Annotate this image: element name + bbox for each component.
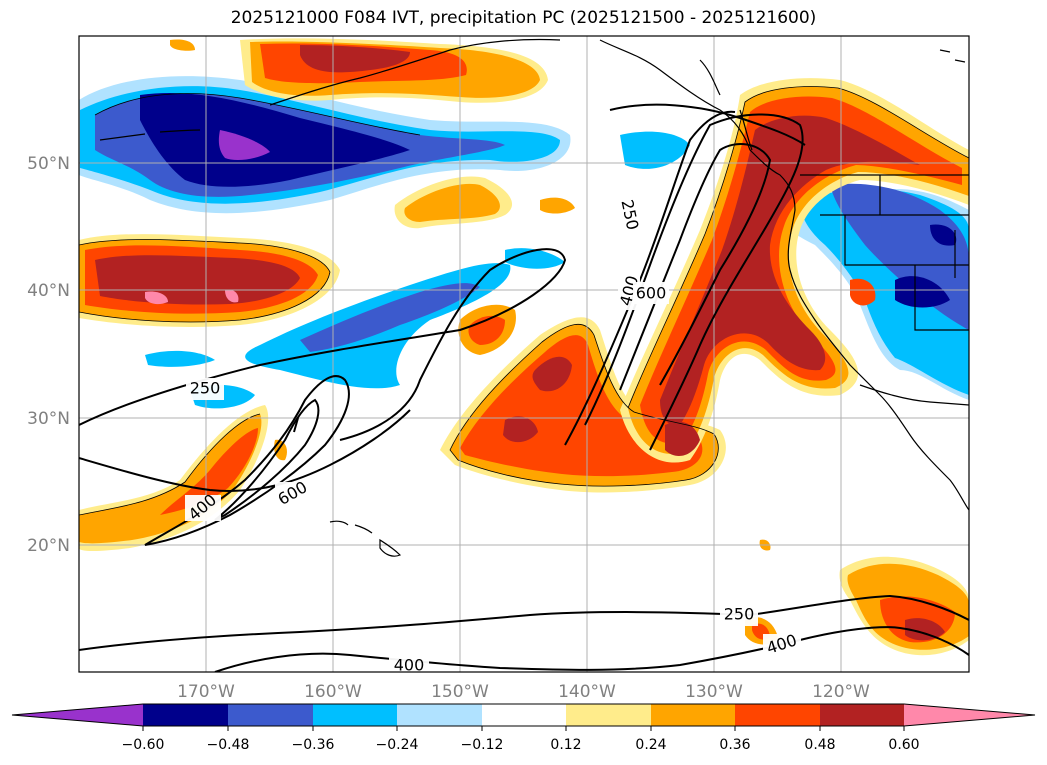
lon-tick-labels: 170°W 160°W 150°W 140°W 130°W 120°W (177, 682, 870, 702)
ivt-label: 250 (724, 605, 755, 624)
colorbar-swatch (735, 704, 820, 726)
colorbar-extend-low (12, 704, 143, 726)
ivt-label: 400 (394, 656, 425, 675)
map-frame (78, 35, 970, 673)
lon-tick: 170°W (177, 682, 235, 702)
lat-tick-labels: 50°N 40°N 30°N 20°N (27, 154, 70, 556)
ivt-label: 600 (636, 284, 667, 303)
map-gridlines (79, 36, 969, 672)
colorbar-swatch (143, 704, 228, 726)
lat-tick: 30°N (27, 409, 70, 429)
lon-tick: 150°W (431, 682, 489, 702)
ivt-contours (79, 103, 969, 672)
ivt-label: 250 (190, 379, 221, 398)
colorbar-tick-label: 0.12 (550, 737, 581, 753)
colorbar-swatch (651, 704, 735, 726)
ivt-contour-labels: 250 400 600 250 400 600 250 400 400 (185, 195, 801, 675)
colorbar: −0.60 −0.48 −0.36 −0.24 −0.12 0.12 0.24 … (11, 703, 1036, 753)
lat-tick: 50°N (27, 154, 70, 174)
colorbar-tick-label: 0.24 (635, 737, 666, 753)
colorbar-tick-label: −0.48 (207, 737, 250, 753)
colorbar-extend-high (904, 704, 1035, 726)
positive-pc-fill (79, 38, 969, 656)
lat-tick: 40°N (27, 281, 70, 301)
lon-tick: 120°W (812, 682, 870, 702)
colorbar-swatch (228, 704, 313, 726)
lon-tick: 140°W (558, 682, 616, 702)
lon-tick: 130°W (685, 682, 743, 702)
lat-tick: 20°N (27, 536, 70, 556)
colorbar-tick-label: 0.36 (719, 737, 750, 753)
colorbar-tick-label: 0.48 (804, 737, 835, 753)
map-panel: 250 400 600 250 400 600 250 400 400 (79, 36, 969, 675)
coastlines (99, 38, 969, 557)
colorbar-swatch (397, 704, 482, 726)
colorbar-tick-label: −0.36 (292, 737, 335, 753)
colorbar-tick-label: −0.12 (461, 737, 504, 753)
colorbar-swatch (566, 704, 651, 726)
colorbar-swatch (313, 704, 397, 726)
colorbar-swatch (820, 704, 904, 726)
colorbar-tick-label: 0.60 (888, 737, 919, 753)
colorbar-tick-label: −0.60 (122, 737, 165, 753)
pc-outline-contours (79, 86, 969, 516)
colorbar-tick-label: −0.24 (376, 737, 419, 753)
figure-title: 2025121000 F084 IVT, precipitation PC (2… (230, 8, 817, 28)
colorbar-swatch (482, 704, 566, 726)
lon-tick: 160°W (304, 682, 362, 702)
